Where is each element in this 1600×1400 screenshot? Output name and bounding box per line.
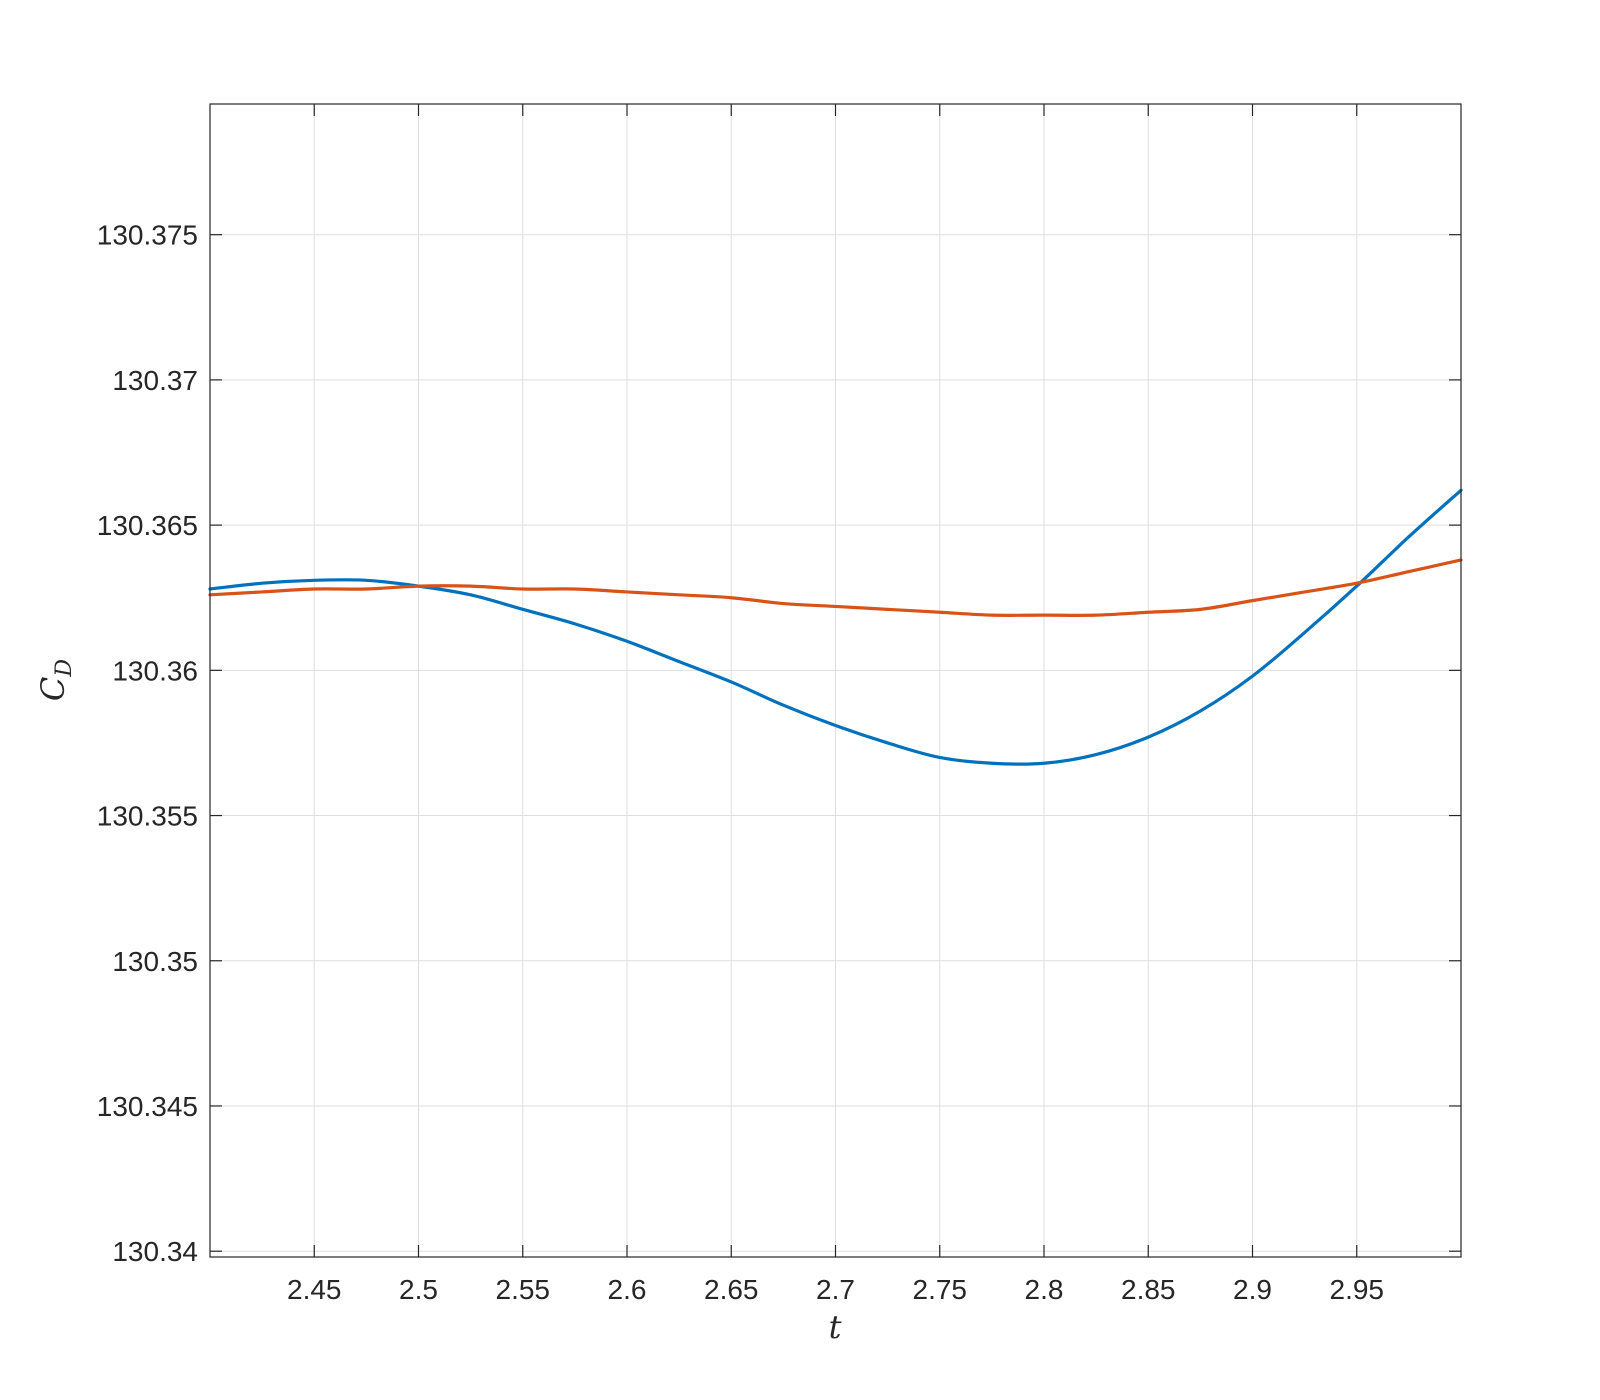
x-tick-label: 2.75 [913,1274,968,1305]
x-tick-label: 2.7 [816,1274,855,1305]
x-tick-label: 2.65 [704,1274,759,1305]
x-tick-label: 2.45 [287,1274,342,1305]
y-axis-label-main: C [34,677,72,701]
tick-marks [210,104,1461,1257]
x-tick-label: 2.55 [496,1274,551,1305]
x-axis-label: t [829,1308,842,1346]
x-tick-label: 2.6 [608,1274,647,1305]
x-tick-label: 2.9 [1233,1274,1272,1305]
y-tick-label: 130.36 [112,655,198,686]
grid-lines [210,104,1461,1257]
y-tick-label: 130.355 [97,801,198,832]
x-tick-label: 2.5 [399,1274,438,1305]
y-tick-label: 130.37 [112,365,198,396]
y-tick-label: 130.35 [112,946,198,977]
y-axis-label: CD [34,659,77,701]
y-axis-label-subscript: D [52,659,77,678]
y-tick-label: 130.34 [112,1236,198,1267]
series-line-2 [208,558,1463,617]
x-tick-labels: 2.45 2.5 2.55 2.6 2.65 2.7 2.75 2.8 2.85 2.9 2.95 [287,1274,1384,1305]
y-tick-label: 130.375 [97,220,198,251]
x-tick-label: 2.85 [1121,1274,1176,1305]
series-group [208,488,1463,766]
x-tick-label: 2.95 [1330,1274,1385,1305]
y-tick-labels: 130.34 130.345 130.35 130.355 130.36 130.365 1… [97,220,198,1267]
y-tick-label: 130.365 [97,510,198,541]
x-tick-label: 2.8 [1025,1274,1064,1305]
y-tick-label: 130.345 [97,1091,198,1122]
